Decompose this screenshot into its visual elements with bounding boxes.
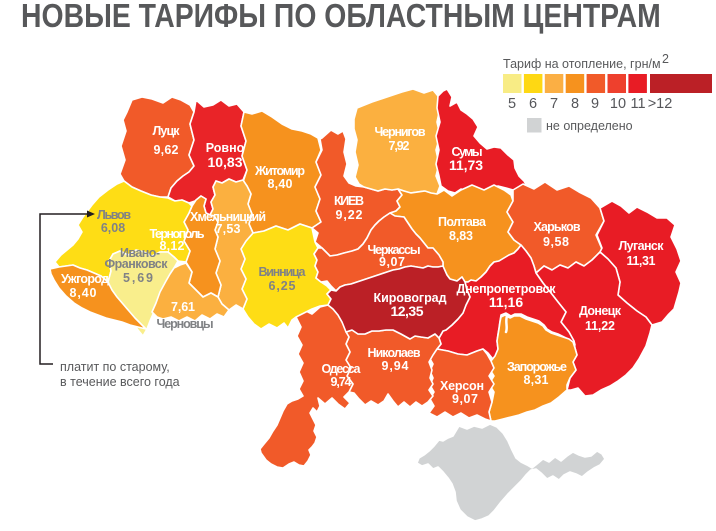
svg-text:Черкассы: Черкассы bbox=[368, 243, 421, 257]
svg-text:10,83: 10,83 bbox=[207, 154, 242, 170]
svg-text:11: 11 bbox=[630, 96, 645, 112]
svg-text:9,94: 9,94 bbox=[382, 359, 409, 373]
svg-text:9,74: 9,74 bbox=[331, 375, 352, 389]
svg-text:11,22: 11,22 bbox=[585, 319, 615, 333]
svg-text:9,22: 9,22 bbox=[336, 208, 363, 222]
svg-text:Чернигов: Чернигов bbox=[375, 125, 426, 139]
svg-text:8,12: 8,12 bbox=[160, 239, 185, 253]
svg-text:11,16: 11,16 bbox=[489, 294, 523, 310]
svg-text:Хмельницкий: Хмельницкий bbox=[190, 210, 266, 224]
svg-text:Тариф на отопление, грн/м: Тариф на отопление, грн/м bbox=[503, 57, 661, 71]
svg-text:Донецк: Донецк bbox=[579, 304, 622, 318]
svg-text:6,08: 6,08 bbox=[101, 221, 125, 235]
svg-text:КИЕВ: КИЕВ bbox=[334, 194, 364, 208]
svg-text:8: 8 bbox=[571, 96, 579, 112]
svg-text:6: 6 bbox=[529, 96, 537, 112]
svg-text:5,69: 5,69 bbox=[123, 271, 153, 285]
svg-text:Херсон: Херсон bbox=[440, 379, 484, 393]
svg-text:Николаев: Николаев bbox=[368, 346, 421, 360]
svg-text:5: 5 bbox=[508, 96, 516, 112]
svg-text:11,31: 11,31 bbox=[627, 254, 656, 268]
svg-text:8,40: 8,40 bbox=[70, 286, 97, 300]
svg-text:Днепропетровск: Днепропетровск bbox=[457, 282, 557, 296]
svg-text:Полтава: Полтава bbox=[438, 215, 487, 229]
svg-text:Винница: Винница bbox=[259, 265, 307, 279]
svg-text:Франковск: Франковск bbox=[105, 257, 169, 271]
svg-text:Тернополь: Тернополь bbox=[150, 227, 205, 241]
svg-text:9,58: 9,58 bbox=[543, 235, 569, 249]
svg-text:Луцк: Луцк bbox=[153, 124, 181, 138]
svg-text:платит по старому,: платит по старому, bbox=[60, 360, 170, 374]
svg-text:12,35: 12,35 bbox=[391, 303, 424, 319]
svg-text:7,92: 7,92 bbox=[389, 139, 410, 153]
svg-text:2: 2 bbox=[662, 52, 669, 66]
svg-text:9,62: 9,62 bbox=[154, 143, 179, 157]
svg-text:8,40: 8,40 bbox=[268, 177, 293, 191]
svg-text:Ивано-: Ивано- bbox=[120, 246, 160, 260]
svg-text:Запорожье: Запорожье bbox=[507, 360, 567, 374]
svg-text:Житомир: Житомир bbox=[254, 164, 305, 178]
svg-text:Харьков: Харьков bbox=[534, 220, 581, 234]
svg-text:8,31: 8,31 bbox=[524, 373, 549, 387]
svg-text:Луганск: Луганск bbox=[619, 239, 665, 253]
svg-text:в течение всего года: в течение всего года bbox=[60, 375, 180, 389]
svg-text:Одесса: Одесса bbox=[322, 362, 362, 376]
svg-text:7: 7 bbox=[550, 96, 558, 112]
svg-text:9: 9 bbox=[591, 96, 599, 112]
svg-text:Кировоград: Кировоград bbox=[374, 291, 447, 305]
svg-text:9,07: 9,07 bbox=[452, 392, 478, 406]
svg-text:9,07: 9,07 bbox=[379, 255, 405, 269]
svg-text:>12: >12 bbox=[648, 96, 673, 112]
svg-text:Ровно: Ровно bbox=[206, 141, 245, 155]
svg-text:7,53: 7,53 bbox=[216, 222, 241, 236]
svg-text:6,25: 6,25 bbox=[269, 279, 296, 293]
svg-text:8,83: 8,83 bbox=[449, 229, 473, 243]
svg-text:не определено: не определено bbox=[546, 119, 633, 133]
svg-text:10: 10 bbox=[610, 96, 626, 112]
svg-text:Черновцы: Черновцы bbox=[157, 317, 214, 331]
svg-text:Львов: Львов bbox=[97, 208, 131, 222]
svg-text:Сумы: Сумы bbox=[452, 145, 483, 159]
svg-text:Ужгород: Ужгород bbox=[61, 272, 109, 286]
svg-text:11,73: 11,73 bbox=[449, 157, 483, 173]
svg-text:7,61: 7,61 bbox=[171, 300, 195, 314]
